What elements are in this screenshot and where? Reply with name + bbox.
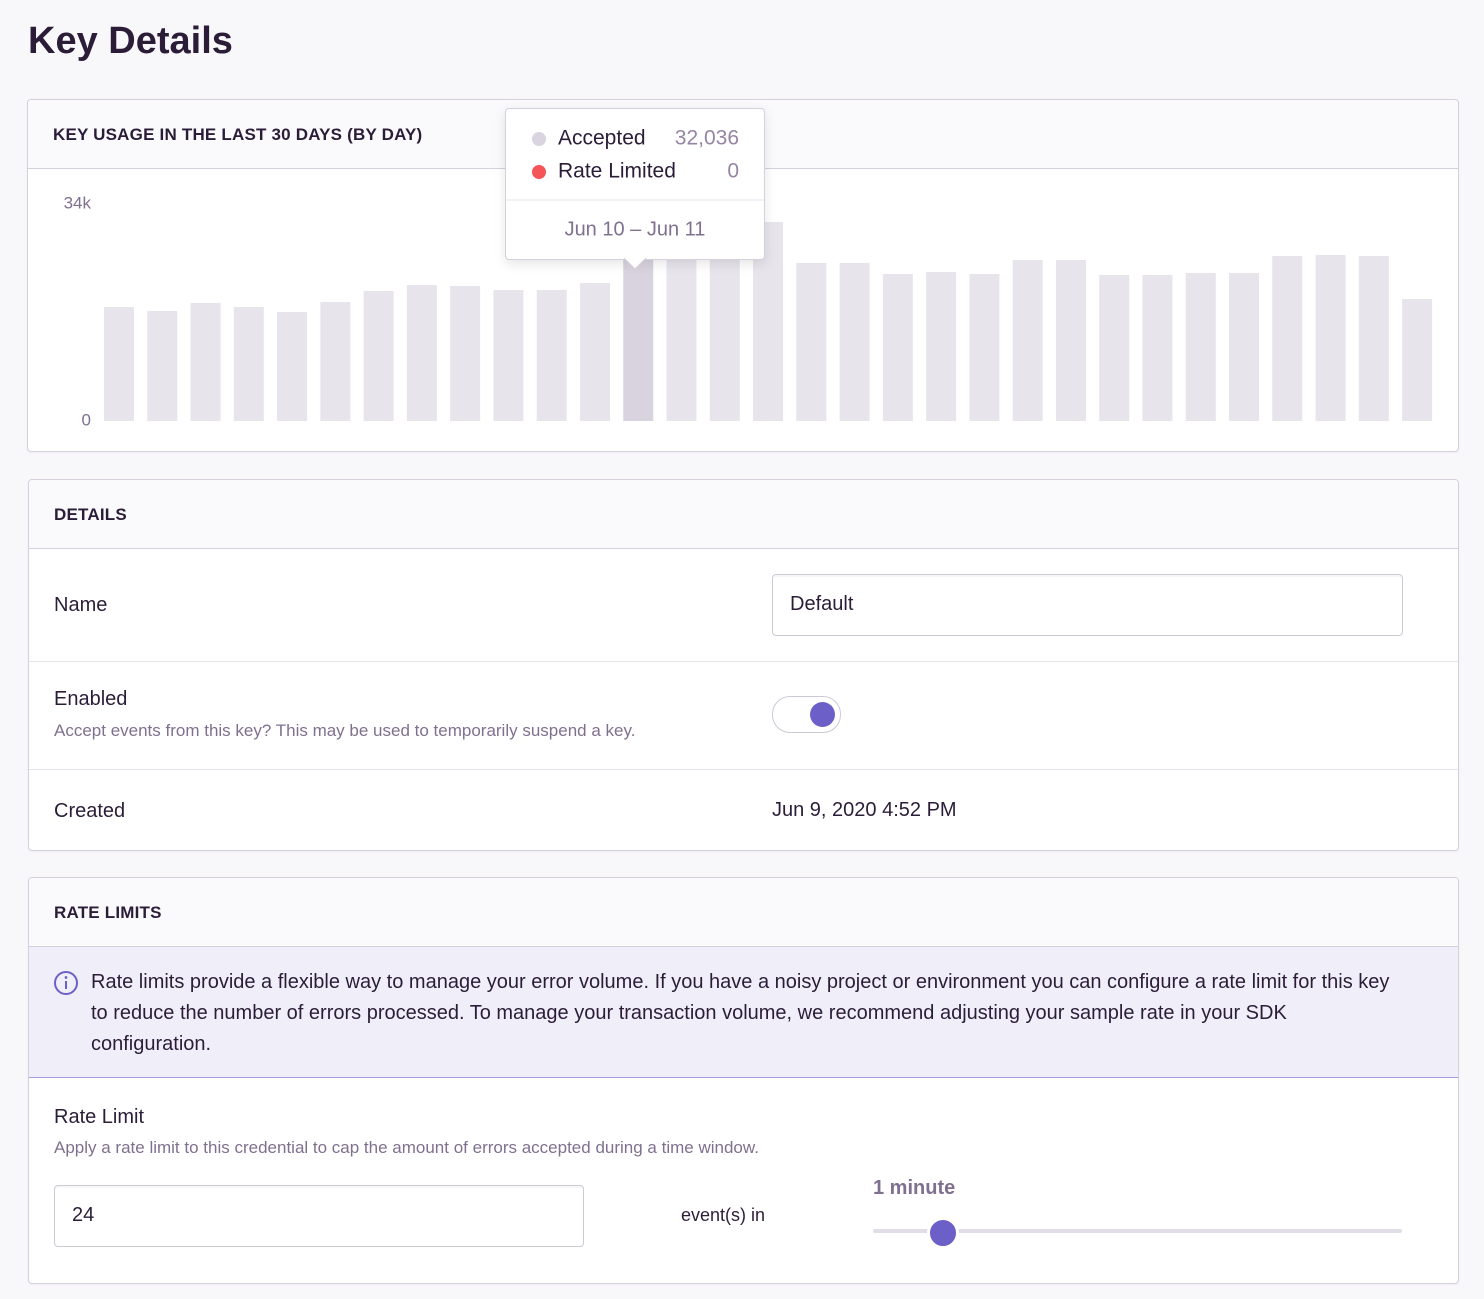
details-panel: DETAILS Name Default Enabled Accept even… bbox=[28, 479, 1459, 851]
bar bbox=[406, 284, 437, 421]
field-label: Rate Limit bbox=[54, 1106, 145, 1128]
legend-dot bbox=[532, 132, 546, 146]
bar bbox=[190, 302, 221, 421]
slider-track[interactable] bbox=[873, 1229, 1402, 1233]
field-help: Apply a rate limit to this credential to… bbox=[54, 1138, 759, 1157]
bar bbox=[1099, 275, 1130, 421]
bar bbox=[1012, 260, 1043, 421]
y-tick-label: 34k bbox=[64, 193, 92, 212]
info-icon bbox=[54, 971, 78, 995]
bar bbox=[536, 290, 567, 421]
panel-heading: DETAILS bbox=[54, 505, 127, 524]
chart: 0 34k bbox=[64, 193, 1433, 429]
bar bbox=[969, 274, 1000, 421]
alert-text: Rate limits provide a flexible way to ma… bbox=[91, 971, 1390, 1055]
toggle-knob bbox=[810, 702, 835, 727]
legend-name: Rate Limited bbox=[558, 160, 676, 183]
page-title: Key Details bbox=[28, 20, 233, 62]
field-label: Name bbox=[54, 594, 108, 616]
bar bbox=[1358, 256, 1389, 421]
bar bbox=[1315, 254, 1346, 421]
bar bbox=[450, 286, 481, 421]
window-label: 1 minute bbox=[873, 1177, 956, 1199]
info-alert: Rate limits provide a flexible way to ma… bbox=[29, 947, 1458, 1078]
bar bbox=[363, 290, 394, 421]
slider-thumb[interactable] bbox=[927, 1217, 959, 1249]
unit-label: event(s) in bbox=[681, 1205, 766, 1225]
panel-heading: RATE LIMITS bbox=[54, 903, 162, 922]
bar bbox=[320, 302, 351, 421]
name-input[interactable]: Default bbox=[772, 574, 1403, 636]
bar bbox=[926, 271, 957, 421]
field-label: Enabled bbox=[54, 688, 128, 710]
bar bbox=[579, 283, 610, 421]
tooltip-arrow bbox=[624, 258, 646, 270]
panel-header: RATE LIMITS bbox=[29, 878, 1458, 947]
bar bbox=[1055, 260, 1086, 421]
bar bbox=[233, 307, 264, 421]
y-tick-label: 0 bbox=[82, 410, 91, 429]
bar bbox=[1229, 272, 1260, 421]
legend-name: Accepted bbox=[558, 127, 646, 150]
bar bbox=[882, 274, 913, 421]
bar bbox=[1272, 256, 1303, 421]
bar bbox=[1142, 275, 1173, 421]
bar bbox=[104, 307, 134, 421]
legend-value: 0 bbox=[727, 160, 739, 183]
panel-heading: KEY USAGE IN THE LAST 30 DAYS (BY DAY) bbox=[53, 125, 423, 144]
bar bbox=[839, 262, 870, 421]
enabled-toggle[interactable] bbox=[772, 696, 841, 733]
bar bbox=[147, 311, 178, 421]
tooltip-body: Jun 10 – Jun 11 Accepted 32,036 Rate Limit… bbox=[506, 127, 764, 240]
field-help: Accept events from this key? This may be… bbox=[54, 721, 636, 740]
field-label: Created bbox=[54, 800, 126, 822]
bar bbox=[1402, 299, 1433, 421]
bar bbox=[1185, 272, 1216, 421]
panel-header: DETAILS bbox=[29, 480, 1458, 549]
bar bbox=[277, 311, 308, 421]
created-value: Jun 9, 2020 4:52 PM bbox=[772, 799, 957, 821]
tooltip-range: Jun 10 – Jun 11 bbox=[565, 218, 706, 240]
legend-dot bbox=[532, 165, 546, 179]
rate-limits-panel: RATE LIMITS Rate limits provide a flexib… bbox=[28, 877, 1459, 1284]
bar bbox=[493, 290, 524, 421]
enabled-row: Enabled Accept events from this key? Thi… bbox=[29, 662, 1458, 770]
created-row: Created Jun 9, 2020 4:52 PM bbox=[29, 770, 1458, 850]
bar bbox=[796, 262, 827, 421]
count-input[interactable]: 24 bbox=[54, 1185, 584, 1247]
legend-value: 32,036 bbox=[675, 127, 739, 150]
name-row: Name Default bbox=[29, 549, 1458, 662]
tooltip: Jun 10 – Jun 11 Accepted 32,036 Rate Limit… bbox=[505, 108, 765, 270]
